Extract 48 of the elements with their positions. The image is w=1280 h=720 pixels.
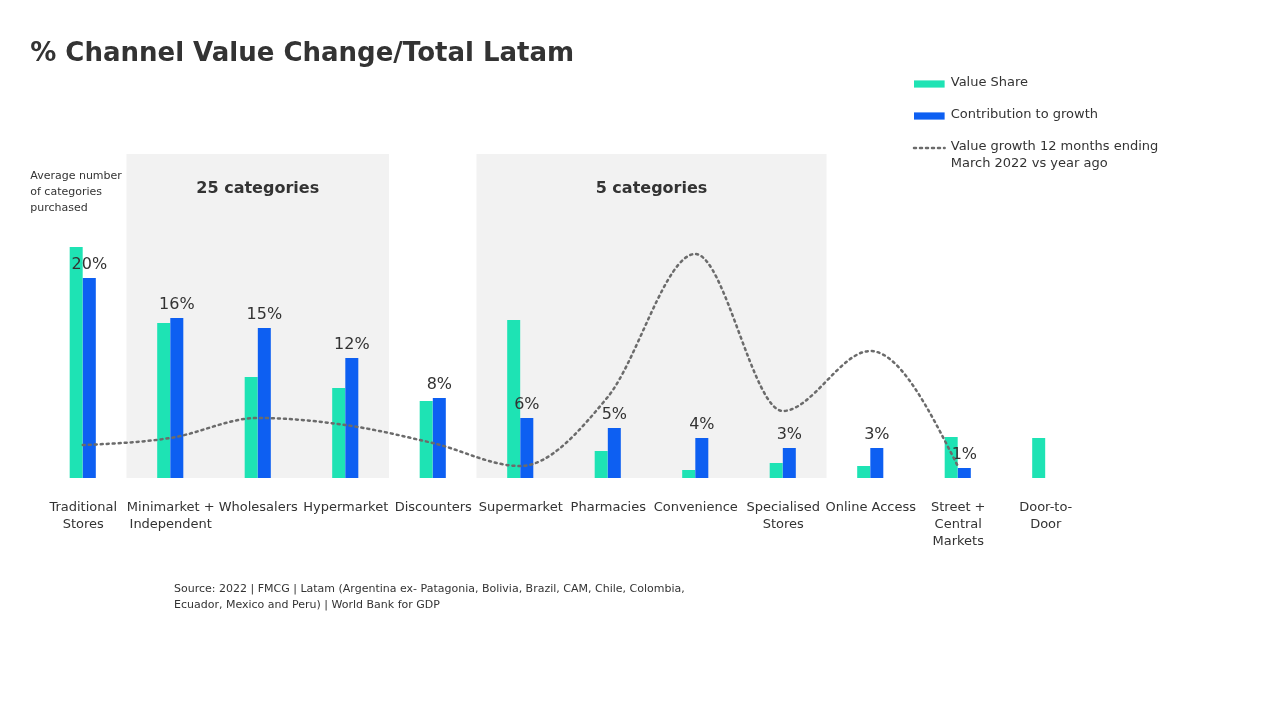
chart-title: % Channel Value Change/Total Latam [30, 37, 575, 67]
band-label: 5 categories [595, 178, 708, 197]
x-tick-label: Street + Central Markets [930, 498, 986, 548]
legend-label: Value growth 12 months ending March 2022 vs year ago [950, 138, 1159, 170]
x-tick-label: Supermarket [478, 498, 563, 514]
data-label: 5% [601, 404, 628, 423]
data-label: 12% [334, 334, 370, 353]
bar [607, 428, 621, 478]
x-tick-label: Door-to- Door [1019, 498, 1073, 531]
bar [957, 468, 971, 478]
bar [870, 448, 884, 478]
bar [682, 470, 696, 478]
data-label: 3% [864, 424, 890, 443]
legend-label: Contribution to growth [950, 106, 1099, 121]
bar [520, 418, 534, 478]
x-tick-label: Pharmacies [570, 498, 647, 514]
bar [594, 451, 608, 478]
data-label: 8% [426, 374, 453, 393]
x-tick-label: Convenience [653, 498, 738, 514]
bar [345, 358, 359, 478]
x-tick-label: Online Access [825, 498, 917, 514]
bar [419, 401, 433, 478]
x-tick-label: Minimarket + Independent [126, 498, 215, 531]
source-note: Source: 2022 | FMCG | Latam (Argentina ex- Patagonia, Bolivia, Brazil, CAM, Chile, Colombia, Ecuador, Mexico and Peru) | World Bank for GDP [174, 582, 685, 611]
bar [332, 388, 346, 478]
bar [244, 377, 258, 478]
bar [257, 328, 271, 478]
x-tick-label: Hypermarket [303, 498, 389, 514]
x-tick-label: Traditional Stores [48, 498, 118, 531]
bar [782, 448, 796, 478]
bar [769, 463, 783, 478]
x-tick-label: Specialised Stores [746, 498, 820, 531]
bar [1032, 438, 1046, 478]
bar [857, 466, 871, 478]
band-label: 25 categories [196, 178, 320, 197]
data-label: 3% [776, 424, 803, 443]
x-tick-label: Wholesalers [218, 498, 299, 514]
bar [157, 323, 171, 478]
bar [170, 318, 184, 478]
annotation: Average number of categories purchased [30, 169, 123, 214]
bar [432, 398, 446, 478]
bar [82, 278, 96, 478]
data-label: 15% [246, 304, 283, 323]
data-label: 16% [159, 294, 195, 313]
data-label: 4% [689, 414, 715, 433]
bar [695, 438, 709, 478]
x-tick-label: Discounters [394, 498, 473, 514]
legend-label: Value Share [950, 74, 1029, 89]
